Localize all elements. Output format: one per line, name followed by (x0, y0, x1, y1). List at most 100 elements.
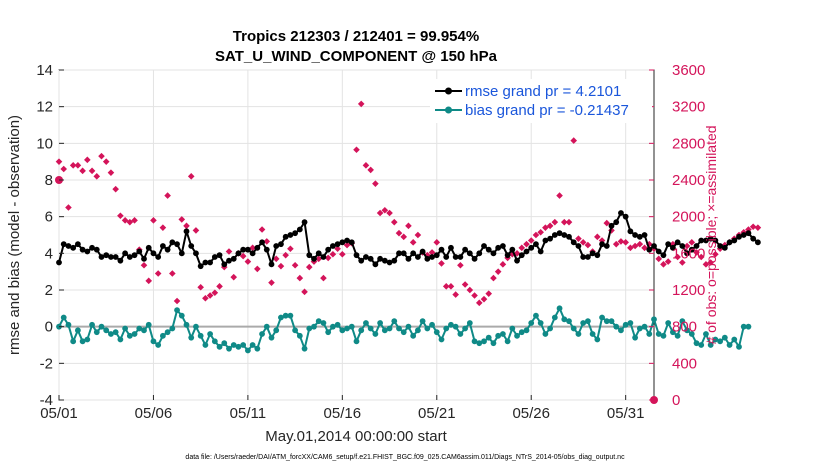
y-tick-label: -4 (40, 392, 53, 409)
rmse-point (377, 255, 384, 262)
bias-point (188, 334, 195, 341)
plot-area (55, 69, 762, 404)
bias-point (306, 325, 313, 332)
rmse-point (514, 257, 520, 264)
obs-point (140, 261, 148, 269)
bias-point (353, 338, 360, 345)
obs-point (480, 295, 488, 303)
bias-point (112, 329, 119, 336)
rmse-point (197, 263, 204, 270)
obs-point (112, 185, 119, 193)
rmse-point (363, 254, 369, 260)
bias-point (410, 332, 417, 339)
obs-point (230, 273, 238, 281)
obs-point (749, 223, 757, 231)
obs-point (131, 217, 138, 224)
obs-point (438, 260, 445, 267)
bias-point (608, 318, 615, 325)
obs-point (187, 173, 195, 180)
bias-point (438, 336, 445, 343)
bias-point (240, 342, 247, 348)
rmse-point (188, 243, 195, 249)
bias-point (641, 323, 648, 330)
bias-point (377, 320, 384, 326)
bias-point (117, 336, 124, 343)
rmse-point (627, 228, 634, 235)
rmse-point (429, 254, 435, 260)
obs-point (98, 152, 105, 160)
obs-point (461, 281, 469, 288)
rmse-point (353, 252, 360, 259)
rmse-point (400, 250, 407, 257)
rmse-point (325, 246, 332, 253)
bias-point (693, 340, 700, 347)
bias-point (476, 340, 483, 347)
y-tick-label: 2 (45, 282, 53, 299)
obs-point (697, 253, 705, 261)
obs-point (523, 240, 530, 248)
bias-point (528, 320, 535, 326)
bias-point (296, 332, 303, 339)
obs-point (263, 238, 271, 245)
obs-point (301, 288, 308, 296)
y-tick-label: 10 (36, 135, 53, 152)
bias-point (263, 323, 270, 330)
obs-point (475, 299, 483, 307)
obs-point (121, 217, 129, 224)
obs-point (291, 261, 299, 269)
obs-point (518, 244, 526, 252)
rmse-point (367, 255, 374, 262)
rmse-point (60, 241, 67, 248)
bias-point (159, 332, 166, 339)
rmse-point (282, 233, 289, 240)
rmse-point (159, 243, 166, 249)
obs-point (324, 254, 332, 262)
rmse-point (358, 257, 365, 264)
x-tick-label: 05/01 (40, 405, 78, 422)
obs-point (660, 261, 667, 268)
obs-point (702, 261, 710, 268)
legend-bias-label: bias grand pr = -0.21437 (465, 102, 629, 119)
obs-point (433, 239, 441, 246)
x-tick-label: 05/06 (135, 405, 173, 422)
obs-point (202, 294, 209, 302)
obs-point (362, 162, 370, 169)
chart-subtitle: SAT_U_WIND_COMPONENT @ 150 hPa (215, 48, 498, 65)
rmse-point (542, 237, 549, 244)
obs-point (688, 239, 696, 246)
obs-point (244, 258, 252, 265)
rmse-point (202, 259, 209, 266)
bias-point (358, 327, 365, 334)
rmse-point (70, 244, 77, 251)
obs-point (381, 206, 389, 214)
obs-point (249, 244, 256, 252)
obs-point (603, 219, 611, 227)
obs-point (513, 250, 521, 257)
obs-point (88, 167, 96, 175)
rmse-point (448, 244, 454, 251)
obs-point (65, 204, 72, 211)
bias-point (259, 331, 265, 337)
bias-point (320, 320, 327, 326)
x-tick-label: 05/31 (607, 405, 645, 422)
rmse-point (136, 248, 143, 255)
obs-point (102, 158, 110, 165)
obs-point (447, 283, 455, 290)
obs-point (452, 291, 459, 298)
rmse-point (396, 250, 402, 257)
obs-point (376, 209, 384, 217)
rmse-point (230, 255, 237, 262)
obs-point (546, 222, 554, 230)
obs-point (457, 261, 464, 269)
rmse-point (216, 252, 223, 259)
bias-point (495, 332, 502, 339)
rmse-point (235, 250, 242, 257)
obs-point (584, 241, 592, 249)
obs-point (357, 100, 365, 108)
bias-point (216, 343, 223, 350)
rmse-point (320, 254, 327, 260)
rmse-point (372, 261, 379, 268)
bias-point (651, 316, 657, 323)
rmse-point (466, 250, 473, 257)
rmse-point (183, 228, 190, 235)
